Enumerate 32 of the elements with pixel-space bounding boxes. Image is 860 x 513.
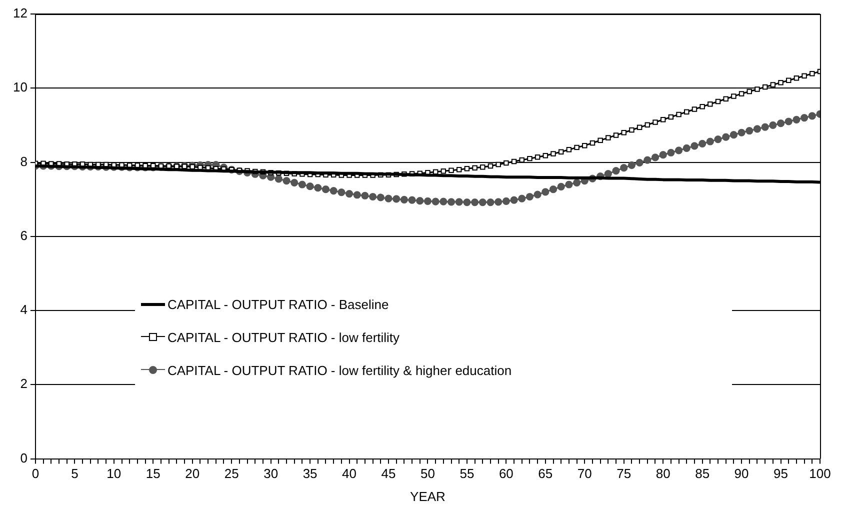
legend-label: CAPITAL - OUTPUT RATIO - low fertility & higher education [167,362,512,378]
x-tick-label: 75 [616,466,632,482]
x-tick-label: 45 [381,466,396,482]
x-tick-label: 55 [460,466,474,482]
y-tick-label: 0 [20,450,28,466]
x-tick-label: 65 [538,466,553,482]
x-tick-label: 30 [264,466,278,482]
x-tick-label: 100 [809,466,831,482]
x-tick-label: 25 [224,466,239,482]
x-tick-label: 80 [656,466,670,482]
x-tick-label: 5 [71,466,78,482]
legend-label: CAPITAL - OUTPUT RATIO - low fertility [167,330,400,345]
x-tick-label: 85 [695,466,710,482]
y-tick-label: 6 [20,228,28,243]
x-axis-title: YEAR [410,488,446,504]
x-tick-label: 50 [420,466,435,482]
x-tick-label: 20 [185,466,200,482]
y-tick-label: 2 [20,376,28,392]
legend-label: CAPITAL - OUTPUT RATIO - Baseline [167,296,389,312]
y-tick-label: 8 [20,154,28,169]
x-tick-label: 10 [106,466,122,482]
x-tick-label: 95 [774,466,788,482]
x-tick-label: 90 [734,466,749,482]
x-tick-label: 60 [498,466,514,482]
x-tick-label: 35 [302,466,318,482]
y-tick-label: 4 [20,302,28,318]
y-tick-label: 12 [12,6,28,21]
x-tick-label: 0 [32,466,40,482]
x-tick-label: 70 [577,466,592,482]
x-tick-label: 15 [146,466,160,482]
y-tick-label: 10 [12,80,28,95]
x-tick-label: 40 [342,466,357,482]
